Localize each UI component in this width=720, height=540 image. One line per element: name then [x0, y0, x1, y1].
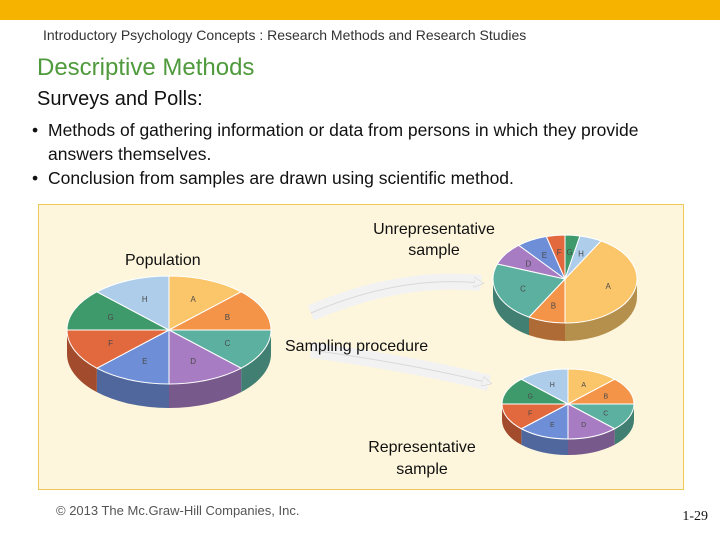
- page-number: 1-29: [682, 509, 708, 524]
- pie-slice-label: F: [557, 248, 562, 257]
- pie-slice-label: E: [142, 357, 147, 366]
- pie-side-f: [67, 330, 97, 393]
- pie-slice-label: B: [551, 301, 556, 310]
- pie-slice-label: B: [225, 313, 230, 322]
- pie-slice-label: G: [567, 248, 573, 257]
- pie-slice-h: [564, 235, 602, 280]
- pie-side-d: [169, 368, 242, 408]
- bullet-list: Methods of gathering information or data…: [30, 118, 690, 190]
- pie-slice-label: H: [578, 250, 584, 259]
- representative-pie: A B C D E F G H: [501, 368, 635, 455]
- top-accent-bar: [0, 0, 720, 20]
- slide-subtitle: Surveys and Polls:: [37, 88, 203, 110]
- pie-slice-label: C: [225, 339, 231, 348]
- pie-slice-label: E: [550, 422, 555, 429]
- pie-slice-label: D: [190, 357, 196, 366]
- unrepresentative-label: Unrepresentative sample: [373, 221, 495, 259]
- pie-slice-label: C: [520, 284, 526, 293]
- pie-slice-label: A: [581, 382, 586, 389]
- pie-side-f: [502, 404, 522, 445]
- pie-slice-h: [520, 368, 569, 405]
- unrepresentative-pie: A B C D E F G H: [492, 234, 638, 341]
- pie-side-d: [568, 428, 615, 455]
- pie-slice-label: G: [527, 394, 532, 401]
- pie-slice-c: [168, 329, 272, 369]
- pie-side-c: [241, 330, 271, 393]
- pie-slice-label: D: [526, 259, 532, 268]
- bullet-item: Methods of gathering information or data…: [30, 118, 690, 166]
- pie-slice-label: B: [603, 394, 608, 401]
- pie-side-c: [493, 279, 529, 336]
- pie-side-e: [521, 428, 568, 455]
- pie-slice-label: A: [191, 295, 197, 304]
- population-label: Population: [125, 252, 201, 269]
- pie-slice-label: A: [605, 282, 611, 291]
- representative-label: Representative sample: [368, 439, 476, 478]
- pie-slice-a: [564, 240, 638, 324]
- pie-slice-label: G: [107, 313, 113, 322]
- copyright: © 2013 The Mc.Graw-Hill Companies, Inc.: [56, 503, 300, 518]
- pie-slice-c: [492, 263, 566, 318]
- pie-slice-g: [66, 291, 170, 331]
- population-pie: A B C D E F G H: [66, 275, 272, 408]
- pie-slice-label: E: [542, 251, 547, 260]
- pie-slice-f: [66, 329, 170, 369]
- pie-slice-label: F: [108, 339, 113, 348]
- pie-slice-b: [168, 291, 272, 331]
- bullet-item: Conclusion from samples are drawn using …: [30, 166, 690, 190]
- sampling-procedure-label: Sampling procedure: [285, 338, 429, 355]
- header-band: [0, 20, 720, 52]
- slide-subject: Introductory Psychology Concepts : Resea…: [43, 27, 527, 43]
- pie-slice-a: [168, 275, 243, 331]
- pie-slice-h: [95, 275, 170, 331]
- slide-title: Descriptive Methods: [37, 54, 255, 81]
- pie-slice-label: F: [528, 410, 532, 417]
- pie-slice-d: [168, 329, 243, 385]
- pie-side-e: [96, 368, 169, 408]
- pie-side-c: [614, 404, 634, 445]
- pie-slice-label: D: [581, 422, 586, 429]
- pie-slice-label: C: [603, 410, 608, 417]
- pie-side-a: [565, 279, 637, 341]
- pie-slice-e: [95, 329, 170, 385]
- pie-slice-label: H: [142, 295, 148, 304]
- pie-slice-label: H: [550, 382, 555, 389]
